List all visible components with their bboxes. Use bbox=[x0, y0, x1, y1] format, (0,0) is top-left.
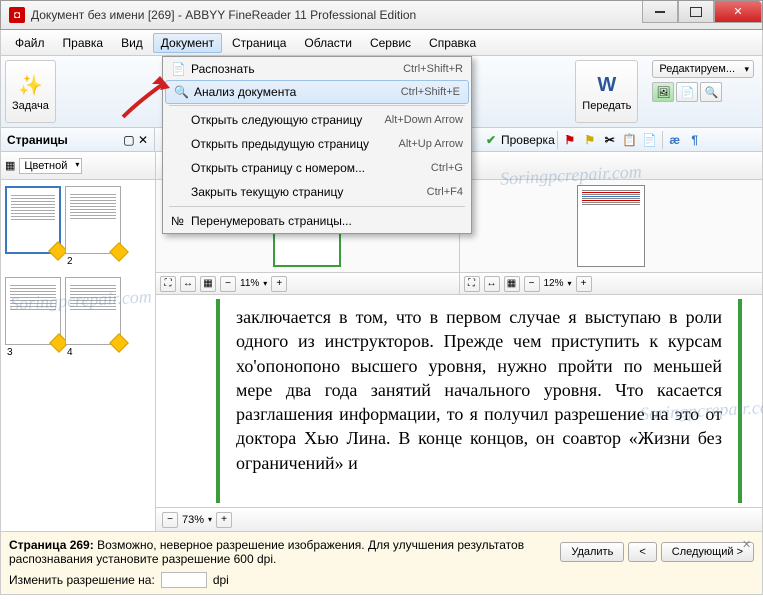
menu-entry-shortcut: Ctrl+Shift+R bbox=[403, 63, 463, 75]
image-zoom-bar: ⛶ ↔ ▦ − 11% ▾ + bbox=[156, 272, 459, 294]
window-title: Документ без имени [269] - ABBYY FineRea… bbox=[31, 8, 416, 22]
check-icon[interactable]: ✔ bbox=[481, 130, 501, 150]
grid-icon[interactable]: ▦ bbox=[200, 276, 216, 292]
grid-icon[interactable]: ▦ bbox=[504, 276, 520, 292]
cut-icon[interactable]: ✂ bbox=[600, 130, 620, 150]
menu-entry-icon: № bbox=[171, 214, 191, 228]
document-menu-dropdown: 📄РаспознатьCtrl+Shift+R🔍Анализ документа… bbox=[162, 56, 472, 234]
menu-entry-shortcut: Alt+Up Arrow bbox=[399, 138, 464, 150]
fit-width-icon[interactable]: ↔ bbox=[484, 276, 500, 292]
zoom-out-icon[interactable]: − bbox=[524, 276, 540, 292]
image-zoom-value: 11% bbox=[240, 278, 259, 289]
color-mode-select[interactable]: Цветной bbox=[19, 158, 82, 174]
text-zoom-value: 12% bbox=[544, 278, 564, 289]
pilcrow-icon[interactable]: ¶ bbox=[685, 130, 705, 150]
prev-button[interactable]: < bbox=[628, 542, 656, 562]
page-thumbnail[interactable]: 4 bbox=[65, 277, 121, 358]
page-thumbnail[interactable]: 2 bbox=[65, 186, 121, 267]
task-label: Задача bbox=[12, 100, 49, 112]
menu-entry[interactable]: Открыть страницу с номером...Ctrl+G bbox=[163, 156, 471, 180]
sidebar-tools: ▦ Цветной bbox=[1, 152, 155, 180]
check-label: Проверка bbox=[501, 133, 555, 147]
pages-panel-header: Страницы ▢ ✕ bbox=[0, 128, 155, 152]
status-close-icon[interactable]: ✕ bbox=[742, 538, 756, 552]
page-thumbnail[interactable]: 3 bbox=[5, 277, 61, 358]
view-text-button[interactable]: 📄 bbox=[676, 82, 698, 102]
menu-item-области[interactable]: Области bbox=[296, 33, 360, 53]
menu-item-правка[interactable]: Правка bbox=[55, 33, 112, 53]
text-preview-pane: ⛶ ↔ ▦ − 12% ▾ + bbox=[460, 180, 763, 294]
menu-entry-shortcut: Ctrl+F4 bbox=[427, 186, 463, 198]
dpi-label: dpi bbox=[213, 573, 229, 587]
menu-entry-label: Перенумеровать страницы... bbox=[191, 214, 463, 228]
thumb-mode-icon[interactable]: ▦ bbox=[5, 159, 15, 172]
pass-label: Передать bbox=[582, 100, 631, 112]
menubar: ФайлПравкаВидДокументСтраницаОбластиСерв… bbox=[0, 30, 763, 56]
menu-item-файл[interactable]: Файл bbox=[7, 33, 53, 53]
pages-sidebar: ▦ Цветной 234 bbox=[1, 152, 156, 531]
annotation-arrow bbox=[118, 72, 178, 127]
menu-entry[interactable]: Открыть следующую страницуAlt+Down Arrow bbox=[163, 108, 471, 132]
pass-button[interactable]: W Передать bbox=[575, 60, 638, 123]
bottom-zoom-value: 73% bbox=[182, 514, 204, 526]
view-image-button[interactable]: 🖼 bbox=[652, 82, 674, 102]
menu-entry-label: Открыть следующую страницу bbox=[191, 113, 384, 127]
menu-entry[interactable]: №Перенумеровать страницы... bbox=[163, 209, 471, 233]
menu-item-сервис[interactable]: Сервис bbox=[362, 33, 419, 53]
copy-icon[interactable]: 📋 bbox=[620, 130, 640, 150]
delete-button[interactable]: Удалить bbox=[560, 542, 624, 562]
view-zoom-button[interactable]: 🔍 bbox=[700, 82, 722, 102]
recognized-text-view[interactable]: заключается в том, что в первом случае я… bbox=[216, 299, 742, 503]
window-titlebar: ◘ Документ без имени [269] - ABBYY FineR… bbox=[0, 0, 763, 30]
menu-entry-label: Открыть страницу с номером... bbox=[191, 161, 431, 175]
zoom-in-icon[interactable]: + bbox=[576, 276, 592, 292]
menu-entry-label: Анализ документа bbox=[194, 85, 401, 99]
flag-red-icon[interactable]: ⚑ bbox=[560, 130, 580, 150]
menu-entry[interactable]: 📄РаспознатьCtrl+Shift+R bbox=[163, 57, 471, 81]
menu-entry-label: Распознать bbox=[191, 62, 403, 76]
task-button[interactable]: ✨ Задача bbox=[5, 60, 56, 123]
bottom-zoom-bar: − 73% ▾ + bbox=[156, 507, 762, 531]
wand-icon: ✨ bbox=[14, 72, 46, 100]
window-minimize-button[interactable] bbox=[642, 1, 678, 23]
menu-entry-shortcut: Ctrl+Shift+E bbox=[401, 86, 460, 98]
pages-header-label: Страницы bbox=[7, 133, 68, 147]
zoom-in-icon[interactable]: + bbox=[216, 512, 232, 528]
flag-yellow-icon[interactable]: ⚑ bbox=[580, 130, 600, 150]
menu-item-вид[interactable]: Вид bbox=[113, 33, 151, 53]
app-icon: ◘ bbox=[9, 7, 25, 23]
change-resolution-label: Изменить разрешение на: bbox=[9, 573, 155, 587]
word-icon: W bbox=[591, 72, 623, 100]
menu-entry-shortcut: Ctrl+G bbox=[431, 162, 463, 174]
menu-entry[interactable]: Закрыть текущую страницуCtrl+F4 bbox=[163, 180, 471, 204]
menu-entry-label: Открыть предыдущую страницу bbox=[191, 137, 399, 151]
menu-entry-shortcut: Alt+Down Arrow bbox=[384, 114, 463, 126]
menu-entry[interactable]: 🔍Анализ документаCtrl+Shift+E bbox=[165, 80, 469, 104]
fit-page-icon[interactable]: ⛶ bbox=[464, 276, 480, 292]
thumbnails-list: 234 bbox=[1, 180, 155, 531]
menu-entry-label: Закрыть текущую страницу bbox=[191, 185, 427, 199]
fit-page-icon[interactable]: ⛶ bbox=[160, 276, 176, 292]
menu-item-справка[interactable]: Справка bbox=[421, 33, 484, 53]
status-message: Страница 269: Возможно, неверное разреше… bbox=[9, 538, 560, 566]
text-canvas[interactable] bbox=[460, 180, 763, 272]
zoom-in-icon[interactable]: + bbox=[271, 276, 287, 292]
menu-item-страница[interactable]: Страница bbox=[224, 33, 294, 53]
window-maximize-button[interactable] bbox=[678, 1, 714, 23]
window-close-button[interactable] bbox=[714, 1, 762, 23]
edit-mode-select[interactable]: Редактируем... bbox=[652, 60, 754, 78]
fit-width-icon[interactable]: ↔ bbox=[180, 276, 196, 292]
next-button[interactable]: Следующий > bbox=[661, 542, 754, 562]
page-thumbnail[interactable] bbox=[5, 186, 61, 267]
text-zoom-bar: ⛶ ↔ ▦ − 12% ▾ + bbox=[460, 272, 763, 294]
zoom-out-icon[interactable]: − bbox=[220, 276, 236, 292]
menu-entry[interactable]: Открыть предыдущую страницуAlt+Up Arrow bbox=[163, 132, 471, 156]
zoom-out-icon[interactable]: − bbox=[162, 512, 178, 528]
resolution-input[interactable] bbox=[161, 572, 207, 588]
menu-item-документ[interactable]: Документ bbox=[153, 33, 222, 53]
paste-icon[interactable]: 📄 bbox=[640, 130, 660, 150]
status-bar: ✕ Страница 269: Возможно, неверное разре… bbox=[0, 532, 763, 595]
ae-icon[interactable]: æ bbox=[665, 130, 685, 150]
